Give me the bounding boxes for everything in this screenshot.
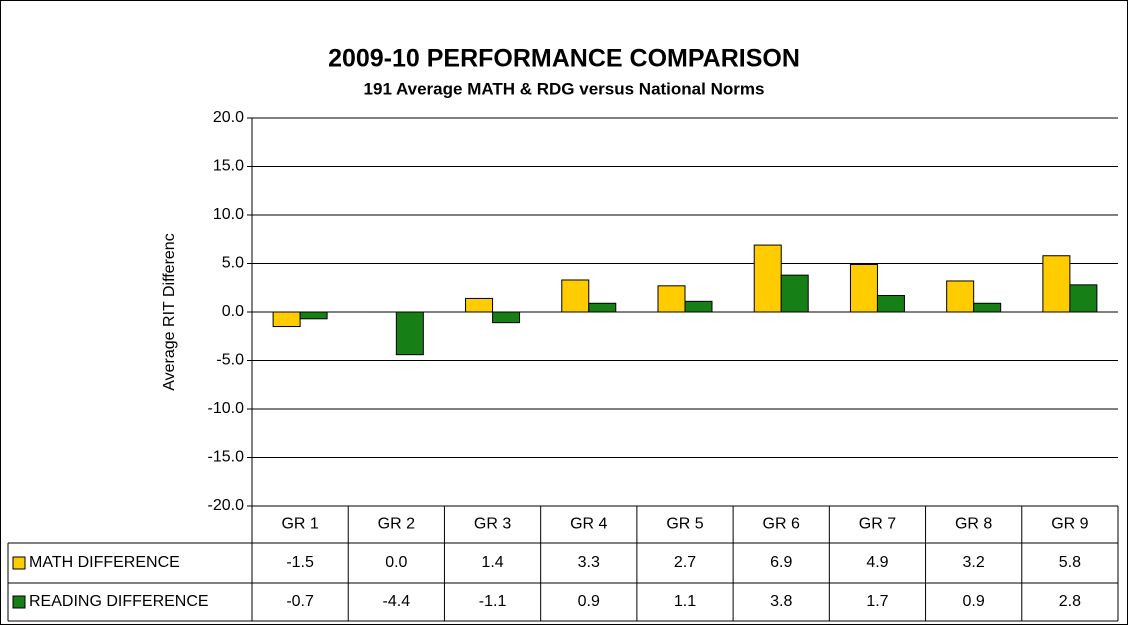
value-label: 1.7 — [866, 593, 888, 610]
value-label: -4.4 — [383, 593, 411, 610]
bar — [657, 285, 686, 313]
value-label: 1.1 — [674, 593, 696, 610]
bar — [946, 280, 975, 313]
value-label: 1.4 — [481, 554, 503, 571]
value-label: 0.9 — [963, 593, 985, 610]
x-tick-label: GR 3 — [474, 516, 511, 533]
x-tick-label: GR 5 — [666, 516, 703, 533]
bar — [395, 311, 424, 356]
y-tick-label: 5.0 — [222, 255, 244, 272]
value-label: 0.9 — [578, 593, 600, 610]
value-label: 3.2 — [963, 554, 985, 571]
bar — [684, 300, 713, 313]
x-tick-label: GR 2 — [378, 516, 415, 533]
y-tick-label: 10.0 — [213, 206, 244, 223]
bar — [753, 244, 782, 313]
value-label: 0.0 — [385, 554, 407, 571]
bar — [876, 295, 905, 313]
bar — [272, 311, 301, 328]
bar — [588, 302, 617, 313]
bar — [465, 297, 494, 313]
bar — [849, 263, 878, 313]
value-label: -1.5 — [286, 554, 314, 571]
x-tick-label: GR 1 — [281, 516, 318, 533]
y-tick-label: 20.0 — [213, 109, 244, 126]
bar — [561, 279, 590, 313]
chart-title: 2009-10 PERFORMANCE COMPARISON — [328, 45, 800, 73]
y-tick-label: -15.0 — [208, 449, 245, 466]
y-tick-label: -20.0 — [208, 497, 245, 514]
bar — [973, 302, 1002, 313]
legend-label: MATH DIFFERENCE — [29, 554, 180, 571]
value-label: -1.1 — [479, 593, 507, 610]
value-label: -0.7 — [286, 593, 314, 610]
y-tick-label: -10.0 — [208, 400, 245, 417]
y-tick-label: 15.0 — [213, 158, 244, 175]
value-label: 6.9 — [770, 554, 792, 571]
x-tick-label: GR 7 — [859, 516, 896, 533]
bar — [299, 311, 328, 320]
bar — [492, 311, 521, 324]
x-tick-label: GR 9 — [1051, 516, 1088, 533]
chart-subtitle: 191 Average MATH & RDG versus National N… — [364, 79, 765, 98]
x-tick-label: GR 4 — [570, 516, 607, 533]
bar — [780, 274, 809, 313]
bar — [1042, 255, 1071, 313]
value-label: 5.8 — [1059, 554, 1081, 571]
value-label: 3.3 — [578, 554, 600, 571]
x-tick-label: GR 6 — [763, 516, 800, 533]
y-axis-label: Average RIT Differenc — [161, 233, 178, 390]
value-label: 2.7 — [674, 554, 696, 571]
y-tick-label: -5.0 — [216, 352, 244, 369]
x-tick-label: GR 8 — [955, 516, 992, 533]
legend-label: READING DIFFERENCE — [29, 593, 209, 610]
value-label: 4.9 — [866, 554, 888, 571]
y-tick-label: 0.0 — [222, 303, 244, 320]
legend-swatch — [12, 595, 26, 609]
value-label: 2.8 — [1059, 593, 1081, 610]
value-label: 3.8 — [770, 593, 792, 610]
legend-swatch — [12, 556, 26, 570]
bar — [1069, 284, 1098, 313]
